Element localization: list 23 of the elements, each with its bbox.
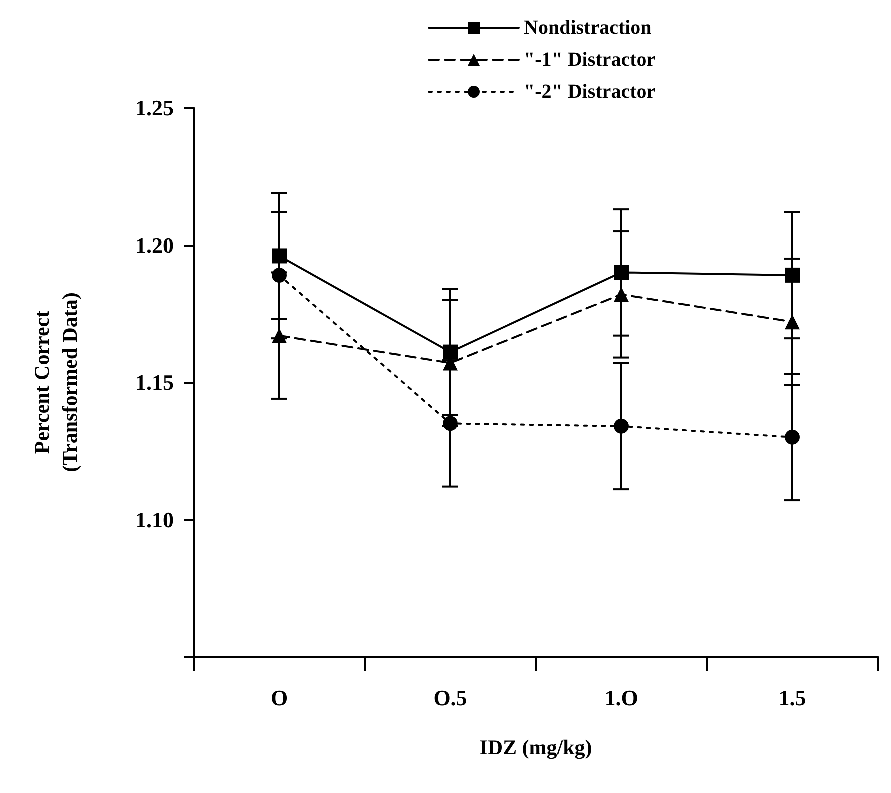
point <box>785 314 800 330</box>
y-tick-label: 1.25 <box>136 96 174 120</box>
point <box>272 248 287 264</box>
legend-label: "-1" Distractor <box>524 49 656 71</box>
point <box>614 287 629 302</box>
x-axis-title: IDZ (mg/kg) <box>480 736 592 760</box>
point <box>443 344 458 360</box>
y-tick-label: 1.15 <box>136 370 174 395</box>
x-tick-label: O.5 <box>434 686 468 710</box>
y-tick-label: 1.10 <box>136 507 174 532</box>
x-tick-label: 1.5 <box>778 686 806 710</box>
legend-label: Nondistraction <box>524 17 652 39</box>
point <box>614 265 629 280</box>
x-tick-label: O <box>270 686 288 710</box>
y-axis-title: Percent Correct (Transformed Data) <box>30 292 82 472</box>
legend-label: "-2" Distractor <box>524 81 656 103</box>
point <box>272 268 287 283</box>
x-tick-label: 1.O <box>604 686 638 710</box>
y-tick-label: 1.20 <box>136 232 174 258</box>
point <box>614 418 629 434</box>
point <box>785 268 800 283</box>
point <box>443 416 458 432</box>
point <box>785 430 800 445</box>
